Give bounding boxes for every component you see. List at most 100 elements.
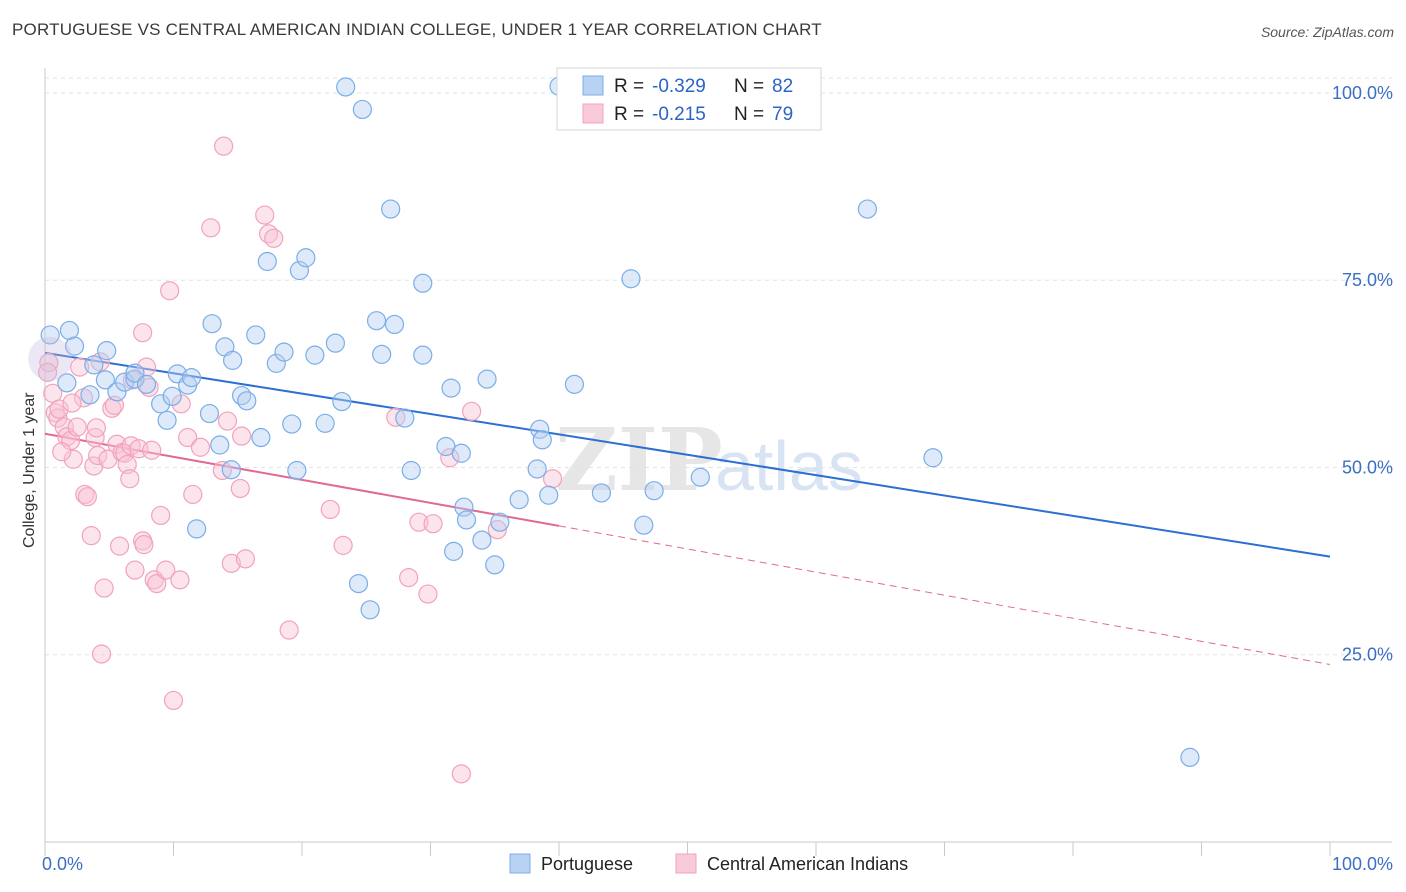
data-point-portuguese bbox=[591, 483, 612, 503]
data-point-portuguese bbox=[395, 408, 415, 428]
data-point-portuguese bbox=[485, 555, 505, 575]
data-point-central-american-indians bbox=[156, 560, 176, 580]
data-point-central-american-indians bbox=[160, 281, 180, 301]
data-point-portuguese bbox=[202, 314, 222, 334]
x-tick-label: 100.0% bbox=[1332, 854, 1393, 874]
data-point-portuguese bbox=[690, 467, 710, 487]
data-point-portuguese bbox=[84, 355, 104, 375]
y-tick-label: 50.0% bbox=[1342, 457, 1393, 477]
data-point-central-american-indians bbox=[409, 512, 429, 532]
data-point-central-american-indians bbox=[63, 449, 83, 469]
series-central-american-indians bbox=[37, 136, 563, 784]
bottom-legend-portuguese: Portuguese bbox=[541, 854, 633, 874]
data-point-central-american-indians bbox=[134, 535, 154, 555]
chart-title: PORTUGUESE VS CENTRAL AMERICAN INDIAN CO… bbox=[12, 20, 822, 39]
data-point-central-american-indians bbox=[217, 411, 238, 431]
data-point-central-american-indians bbox=[88, 445, 108, 466]
data-point-portuguese bbox=[221, 460, 241, 480]
data-point-portuguese bbox=[296, 248, 316, 268]
series-legend: Portuguese Central American Indians bbox=[509, 853, 908, 874]
y-tick-label: 25.0% bbox=[1342, 645, 1393, 665]
legend-r-label-2: R = bbox=[614, 104, 644, 125]
data-point-portuguese bbox=[80, 385, 100, 405]
data-point-central-american-indians bbox=[201, 218, 221, 238]
data-point-portuguese bbox=[366, 311, 387, 331]
data-point-central-american-indians bbox=[235, 549, 256, 569]
data-point-portuguese bbox=[539, 485, 559, 505]
data-point-portuguese bbox=[1180, 747, 1200, 767]
data-point-portuguese bbox=[384, 314, 405, 335]
legend-n-label-1: N = bbox=[734, 76, 764, 97]
data-point-portuguese bbox=[401, 460, 421, 481]
data-point-central-american-indians bbox=[320, 499, 340, 520]
data-point-portuguese bbox=[472, 530, 492, 550]
data-point-central-american-indians bbox=[86, 418, 107, 438]
data-point-portuguese bbox=[444, 541, 464, 561]
data-point-portuguese bbox=[352, 99, 372, 120]
data-point-portuguese bbox=[237, 391, 257, 411]
legend-r-value-2: -0.215 bbox=[652, 104, 706, 125]
data-point-portuguese bbox=[315, 413, 335, 433]
legend-n-value-1: 82 bbox=[772, 76, 793, 97]
chart-source: Source: ZipAtlas.com bbox=[1260, 24, 1394, 40]
legend-swatch-blue bbox=[582, 75, 604, 96]
data-point-central-american-indians bbox=[52, 442, 72, 462]
data-point-portuguese bbox=[456, 510, 477, 530]
data-point-portuguese bbox=[232, 385, 252, 406]
data-point-portuguese bbox=[372, 344, 392, 364]
data-point-central-american-indians bbox=[183, 484, 203, 505]
data-point-central-american-indians bbox=[121, 436, 141, 456]
data-point-central-american-indians bbox=[77, 487, 98, 507]
stats-legend: R = -0.329 N = 82 R = -0.215 N = 79 bbox=[556, 67, 822, 131]
data-point-central-american-indians bbox=[230, 478, 250, 499]
data-point-central-american-indians bbox=[125, 560, 145, 580]
data-point-portuguese bbox=[282, 414, 302, 434]
data-point-portuguese bbox=[441, 378, 461, 398]
data-point-central-american-indians bbox=[440, 448, 460, 468]
data-point-central-american-indians bbox=[81, 526, 101, 546]
data-point-portuguese bbox=[644, 481, 664, 501]
data-point-central-american-indians bbox=[151, 505, 171, 526]
data-point-portuguese bbox=[210, 435, 230, 455]
data-point-portuguese bbox=[451, 443, 471, 463]
legend-n-value-2: 79 bbox=[772, 104, 793, 125]
data-point-portuguese bbox=[923, 448, 943, 468]
data-point-portuguese bbox=[413, 345, 433, 365]
trend-line-portuguese bbox=[44, 351, 1331, 558]
data-point-central-american-indians bbox=[170, 570, 190, 590]
x-tick-label: 0.0% bbox=[42, 854, 83, 874]
data-point-central-american-indians bbox=[423, 514, 443, 534]
data-point-portuguese bbox=[274, 342, 294, 362]
series-portuguese bbox=[28, 76, 1200, 767]
data-point-portuguese bbox=[332, 391, 352, 412]
data-point-central-american-indians bbox=[264, 228, 284, 248]
watermark: ZIP atlas bbox=[555, 410, 863, 511]
data-point-portuguese bbox=[634, 515, 654, 535]
data-point-portuguese bbox=[477, 369, 497, 389]
legend-swatch-pink bbox=[582, 103, 604, 124]
data-point-portuguese bbox=[509, 490, 529, 510]
data-point-portuguese bbox=[336, 77, 356, 97]
data-point-central-american-indians bbox=[39, 353, 59, 373]
data-point-central-american-indians bbox=[255, 205, 275, 225]
data-point-portuguese bbox=[223, 350, 243, 370]
data-point-portuguese bbox=[151, 394, 171, 414]
data-point-central-american-indians bbox=[139, 377, 159, 397]
data-point-portuguese bbox=[162, 386, 182, 406]
data-point-portuguese bbox=[57, 373, 77, 393]
data-point-portuguese bbox=[246, 325, 266, 345]
data-point-portuguese bbox=[107, 382, 127, 402]
data-point-portuguese bbox=[348, 573, 369, 594]
data-point-central-american-indians bbox=[62, 393, 82, 413]
watermark-zip: ZIP bbox=[555, 410, 723, 511]
data-point-portuguese bbox=[532, 430, 552, 450]
data-point-central-american-indians bbox=[462, 401, 482, 421]
legend-n-label-2: N = bbox=[734, 104, 764, 125]
data-point-portuguese bbox=[413, 273, 433, 293]
data-point-central-american-indians bbox=[418, 584, 438, 604]
data-point-portuguese bbox=[64, 336, 85, 356]
data-point-portuguese bbox=[490, 512, 510, 532]
data-point-cluster bbox=[28, 336, 73, 381]
data-point-central-american-indians bbox=[163, 690, 184, 711]
